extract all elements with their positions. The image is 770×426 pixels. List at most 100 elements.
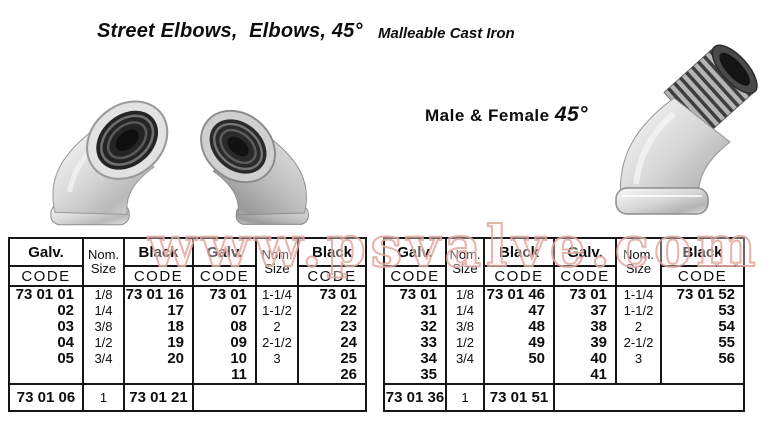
nom-label: Nom.	[261, 247, 293, 262]
code-subheader: CODE	[553, 265, 617, 287]
cell-line: 32	[420, 318, 437, 335]
cell-line: 10	[230, 350, 247, 367]
footer-size: 1	[82, 383, 125, 412]
cell-line: 38	[590, 318, 607, 335]
cell-line: 54	[718, 318, 735, 335]
cell-line: 26	[340, 366, 357, 383]
cell-line: 2	[273, 319, 281, 334]
col-header-nom-size: Nom. Size	[445, 237, 485, 287]
cell-line: 1/4	[455, 303, 475, 318]
cell-line: 33	[420, 334, 437, 351]
code-subheader: CODE	[192, 265, 257, 287]
cell-line: 09	[230, 334, 247, 351]
cell-line: 47	[528, 302, 545, 319]
col-header-galv: Galv.	[553, 237, 617, 267]
footer-galv-code: 73 01 06	[8, 383, 84, 412]
black-codes-small: 73 01 16 17 18 19 20	[123, 285, 194, 385]
cell-line: 20	[167, 350, 184, 367]
cell-line: 02	[57, 302, 74, 319]
nom-label: Nom.	[622, 247, 655, 262]
cell-line: 39	[590, 334, 607, 351]
codes-table-left: Galv. Nom. Size Black Galv. Nom. Size Bl…	[8, 237, 367, 412]
col-header-nom-size: Nom. Size	[255, 237, 299, 287]
size-label: Size	[452, 261, 478, 276]
cell-line: 3	[634, 351, 643, 366]
stainless-elbow-photo	[200, 109, 309, 225]
cell-line: 2-1/2	[262, 335, 292, 350]
street-elbow-photo	[615, 44, 758, 215]
cell-line: 50	[528, 350, 545, 367]
code-subheader-row: CODE CODE CODE CODE	[8, 265, 367, 287]
col-header-black: Black	[660, 237, 745, 267]
cell-line: 04	[57, 334, 74, 351]
threaded-opening	[200, 109, 276, 184]
footer-black-code: 73 01 51	[483, 383, 555, 412]
cell-line: 3	[273, 351, 281, 366]
nominal-sizes-large: 1-1/4 1-1/2 2 2-1/2 3	[615, 285, 662, 385]
cell-line: 1/8	[94, 287, 113, 302]
material-subtitle: Malleable Cast Iron	[378, 25, 515, 42]
cell-line: 73 01 52	[676, 286, 735, 303]
cell-line: 41	[590, 366, 607, 383]
nom-label: Nom.	[87, 247, 120, 262]
col-header-galv: Galv.	[8, 237, 84, 267]
size-label: Size	[90, 261, 117, 276]
header-row: Galv. Nom. Size Black Galv. Nom. Size Bl…	[8, 237, 367, 287]
cell-line: 35	[420, 366, 437, 383]
cell-line: 48	[528, 318, 545, 335]
code-subheader: CODE	[297, 265, 367, 287]
cell-line: 73 01 01	[15, 286, 74, 303]
male-female-caption: Male & Female 45°	[425, 103, 588, 127]
black-codes-large: 73 01 22 23 24 25 26	[297, 285, 367, 385]
code-subheader: CODE	[383, 265, 447, 287]
nominal-sizes-large: 1-1/4 1-1/2 2 2-1/2 3	[255, 285, 299, 385]
col-header-nom-size: Nom. Size	[615, 237, 662, 287]
cell-line: 34	[420, 350, 437, 367]
empty-cell	[553, 383, 745, 412]
col-header-galv: Galv.	[383, 237, 447, 267]
cell-line: 73 01 22	[319, 286, 357, 319]
cell-line: 1-1/4	[623, 287, 654, 302]
cell-line: 40	[590, 350, 607, 367]
cell-line: 2	[634, 319, 643, 334]
codes-table-right: Galv. Nom. Size Black Galv. Nom. Size Bl…	[383, 237, 745, 412]
code-subheader: CODE	[660, 265, 745, 287]
cell-line: 1-1/2	[623, 303, 654, 318]
cell-line: 18	[167, 318, 184, 335]
galvanized-elbow-photo	[50, 100, 169, 226]
cell-line: 3/8	[455, 319, 475, 334]
cell-line: 73 01 31	[399, 286, 437, 319]
cell-line: 17	[167, 302, 184, 319]
cell-line: 05	[57, 350, 74, 367]
code-subheader-row: CODE CODE CODE CODE	[383, 265, 745, 287]
cell-line: 1-1/2	[262, 303, 292, 318]
cell-line: 3/8	[94, 319, 113, 334]
elbow-body	[615, 97, 731, 215]
footer-galv-code: 73 01 36	[383, 383, 447, 412]
col-header-nom-size: Nom. Size	[82, 237, 125, 287]
galv-codes-large: 73 01 37 38 39 40 41	[553, 285, 617, 385]
col-header-black: Black	[123, 237, 194, 267]
cell-line: 73 01 07	[209, 286, 247, 319]
col-header-black: Black	[483, 237, 555, 267]
cell-line: 24	[340, 334, 357, 351]
nominal-sizes-small: 1/8 1/4 3/8 1/2 3/4	[82, 285, 125, 385]
footer-black-code: 73 01 21	[123, 383, 194, 412]
cell-line: 1/2	[94, 335, 113, 350]
angle-label: 45°	[554, 103, 589, 126]
cell-line: 1-1/4	[262, 287, 292, 302]
size-label: Size	[264, 261, 290, 276]
nom-label: Nom.	[449, 247, 481, 262]
footer-size: 1	[445, 383, 485, 412]
cell-line: 49	[528, 334, 545, 351]
galv-codes-large: 73 01 07 08 09 10 11	[192, 285, 257, 385]
cell-line: 3/4	[94, 351, 113, 366]
black-codes-small: 73 01 46 47 48 49 50	[483, 285, 555, 385]
footer-row: 73 01 36 1 73 01 51	[383, 383, 745, 412]
nominal-sizes-small: 1/8 1/4 3/8 1/2 3/4	[445, 285, 485, 385]
galv-codes-small: 73 01 31 32 33 34 35	[383, 285, 447, 385]
cell-line: 11	[231, 366, 247, 383]
col-header-black: Black	[297, 237, 367, 267]
cell-line: 03	[57, 318, 74, 335]
